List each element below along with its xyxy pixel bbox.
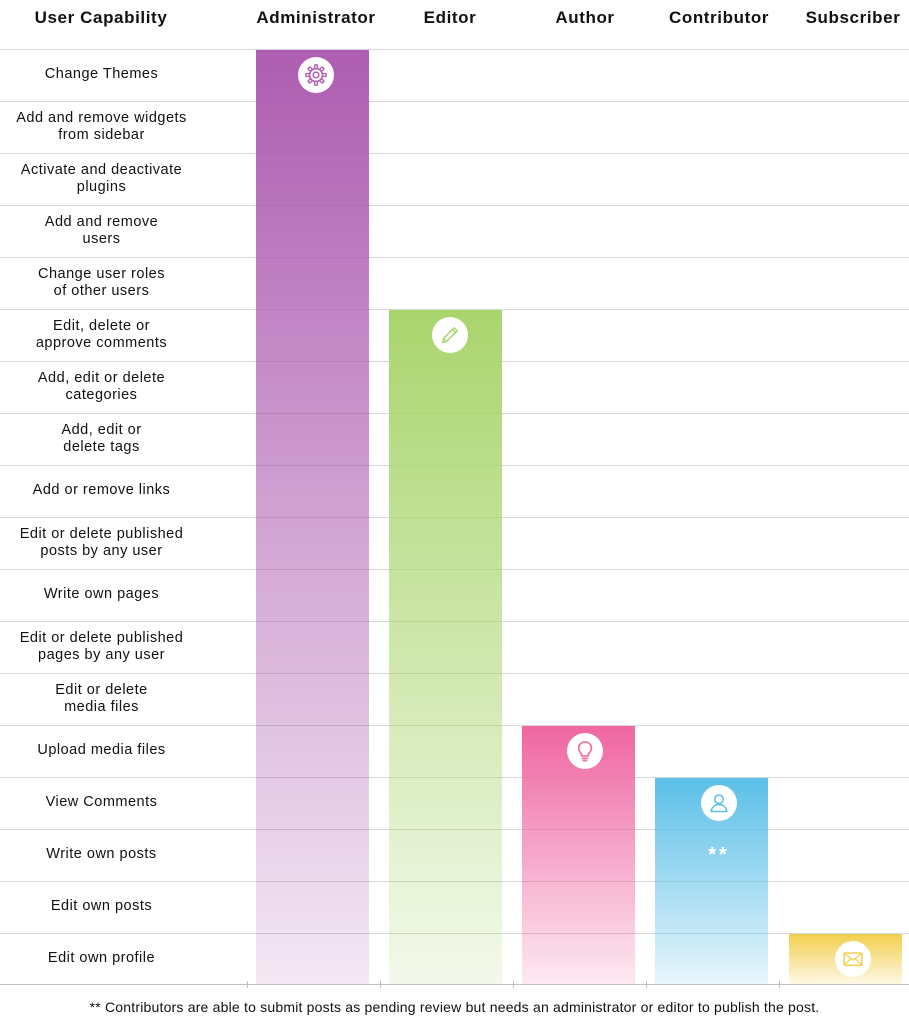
bar-author [522,726,635,984]
capability-label: Add or remove links [32,482,171,499]
footnote: ** Contributors are able to submit posts… [89,999,820,1015]
column-header-capability: User Capability [34,8,168,27]
lightbulb-icon [567,733,603,769]
capability-label: Edit or delete published pages by any us… [19,629,184,664]
x-axis-tick [646,981,647,988]
x-axis-line [0,984,909,985]
row-divider [0,153,909,154]
pencil-icon [432,317,468,353]
user-icon [701,785,737,821]
capability-label: Change user roles of other users [38,265,165,300]
row-divider [0,101,909,102]
capability-label: Add and remove users [44,213,159,248]
column-header-editor: Editor [423,8,477,27]
capability-label: Activate and deactivate plugins [20,161,183,196]
capability-label: Edit, delete or approve comments [35,317,168,352]
row-divider [0,257,909,258]
capability-label: Change Themes [44,66,159,83]
column-header-author: Author [555,8,615,27]
capability-label: Add, edit or delete categories [37,369,166,404]
capability-label: Write own pages [43,586,160,603]
x-axis-tick [779,981,780,988]
row-divider [0,49,909,50]
capability-label: Edit or delete media files [55,681,148,716]
capability-label: Add, edit or delete tags [61,421,142,456]
column-header-contributor: Contributor [668,8,770,27]
bar-administrator [256,50,369,984]
capability-label: Write own posts [46,846,157,863]
bar-editor [389,310,502,984]
capability-label: Add and remove widgets from sidebar [16,109,187,144]
capability-label: View Comments [45,794,158,811]
gear-icon [298,57,334,93]
row-divider [0,205,909,206]
x-axis-tick [513,981,514,988]
column-header-subscriber: Subscriber [805,8,901,27]
x-axis-tick [247,981,248,988]
row-divider [0,309,909,310]
x-axis-tick [380,981,381,988]
envelope-icon [835,941,871,977]
capability-label: Upload media files [37,742,166,759]
capability-label: Edit or delete published posts by any us… [19,525,184,560]
column-header-administrator: Administrator [256,8,376,27]
contributor-note-marker: ** [708,844,730,866]
capability-label: Edit own profile [47,950,156,967]
capability-label: Edit own posts [50,898,153,915]
